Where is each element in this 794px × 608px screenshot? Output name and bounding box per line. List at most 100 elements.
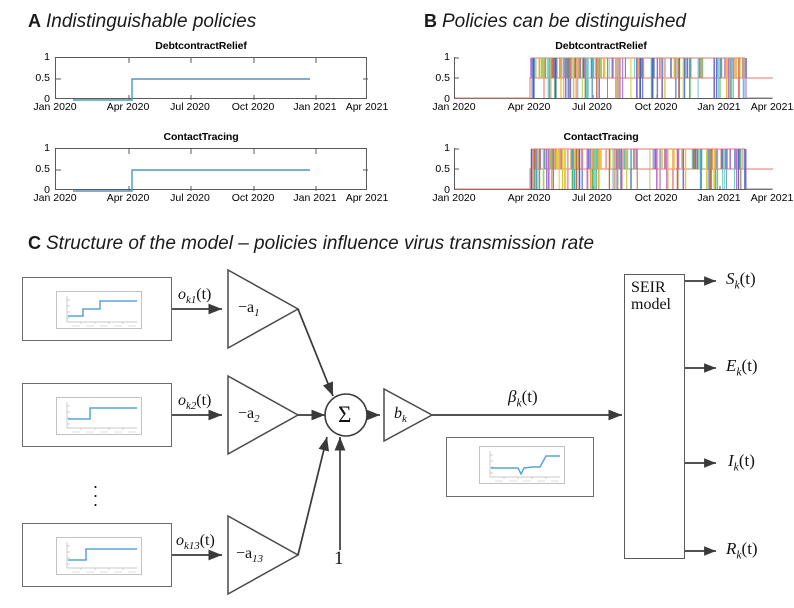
panel-caption-b: B Policies can be distinguished <box>424 10 686 33</box>
signal-label-ok1: ok1(t) <box>178 286 212 307</box>
y-tick-label: 0.5 <box>435 72 450 84</box>
panel-caption-a: A Indistinguishable policies <box>28 10 256 33</box>
trace <box>455 168 773 190</box>
policy-input-box-1 <box>22 277 172 341</box>
output-label-rk: Rk(t) <box>726 539 758 562</box>
x-tick-label: Jan 2021 <box>697 192 741 204</box>
series-line <box>73 78 310 101</box>
x-tick-label: Jan 2021 <box>293 101 337 113</box>
thumb-series <box>68 407 137 420</box>
bias-label: 1 <box>334 548 344 569</box>
y-tick-label: 1 <box>44 142 50 154</box>
y-tick-label: 0 <box>444 93 450 105</box>
chart-a-debtcontractrelief: DebtcontractRelief 1 0.5 0 Jan 2020 Apr … <box>10 40 388 115</box>
plot-area <box>55 57 368 101</box>
x-ticks <box>128 149 317 191</box>
chart-b-debtcontractrelief: DebtcontractRelief 1 0.5 0 Jan 2020 Apr … <box>406 40 793 115</box>
signal-label-ok2: ok2(t) <box>178 392 212 413</box>
plot-area <box>55 148 368 192</box>
gain-triangle-1 <box>227 268 300 350</box>
policy-thumbnail-13 <box>56 537 142 575</box>
y-tick-label: 0 <box>444 184 450 196</box>
panel-letter-a: A <box>28 11 41 31</box>
chart-title: DebtcontractRelief <box>155 40 247 52</box>
signal-label-ok13: ok13(t) <box>176 532 215 553</box>
thumb-series <box>68 300 137 317</box>
y-tick-label: 1 <box>444 142 450 154</box>
policy-input-box-2 <box>22 383 172 447</box>
x-tick-label: Jul 2020 <box>170 101 210 113</box>
chart-title: ContactTracing <box>563 131 639 143</box>
output-label-sk: Sk(t) <box>726 269 756 292</box>
x-tick-label: Apr 2021 <box>345 101 389 113</box>
y-tick-label: 1 <box>444 51 450 63</box>
x-tick-label: Jan 2021 <box>697 101 741 113</box>
panel-title-c: Structure of the model – policies influe… <box>46 233 595 254</box>
x-tick-label: Jan 2020 <box>33 192 77 204</box>
chart-a-contacttracing: ContactTracing 1 0.5 0 Jan 2020 Apr 2020… <box>10 131 388 206</box>
arrow-gain13-to-sum <box>297 436 330 556</box>
x-tick-label: Jan 2020 <box>432 192 476 204</box>
thumb-series <box>491 455 560 476</box>
y-tick-label: 1 <box>44 51 50 63</box>
y-ticks <box>455 57 459 79</box>
output-label-ek: Ek(t) <box>726 356 758 379</box>
beta-signal-box <box>446 437 594 497</box>
output-label-ik: Ik(t) <box>728 451 755 474</box>
ellipsis-icon: ... <box>93 472 99 510</box>
x-tick-label: Oct 2020 <box>231 192 275 204</box>
x-tick-label: Apr 2020 <box>106 101 150 113</box>
x-tick-label: Jul 2020 <box>572 192 612 204</box>
series-traces <box>455 148 773 190</box>
y-ticks <box>455 148 459 170</box>
chart-b-contacttracing: ContactTracing 1 0.5 0 Jan 2020 Apr 2020… <box>406 131 793 206</box>
summation-symbol: Σ <box>338 402 352 427</box>
x-tick-label: Apr 2020 <box>507 101 551 113</box>
gain-label-a2: −a2 <box>238 405 260 426</box>
plot-area <box>454 57 773 99</box>
panel-letter-b: B <box>424 11 437 31</box>
x-tick-label: Jul 2020 <box>170 192 210 204</box>
panel-caption-c: C Structure of the model – policies influ… <box>28 232 594 255</box>
y-tick-label: 0 <box>44 93 50 105</box>
series-traces <box>455 57 773 99</box>
x-tick-label: Jan 2020 <box>432 101 476 113</box>
chart-title: ContactTracing <box>163 131 239 143</box>
x-ticks <box>128 58 317 100</box>
x-tick-label: Jan 2020 <box>33 101 77 113</box>
x-tick-label: Oct 2020 <box>634 101 678 113</box>
beta-label: βk(t) <box>508 387 538 410</box>
seir-model-label: SEIR model <box>631 279 671 313</box>
x-tick-label: Apr 2020 <box>106 192 150 204</box>
gain-triangle-bk <box>383 387 434 443</box>
policy-thumbnail-1 <box>56 291 142 329</box>
beta-thumbnail <box>479 446 565 484</box>
x-tick-label: Jan 2021 <box>293 192 337 204</box>
y-tick-label: 0.5 <box>435 163 450 175</box>
plot-area <box>454 148 773 190</box>
gain-triangle-2 <box>227 374 300 456</box>
gain-label-a13: −a13 <box>236 545 263 566</box>
policy-thumbnail-2 <box>56 397 142 435</box>
summation-node <box>324 393 368 437</box>
y-tick-label: 0 <box>44 184 50 196</box>
y-tick-label: 0.5 <box>35 72 50 84</box>
x-tick-label: Apr 2021 <box>345 192 389 204</box>
panel-letter-c: C <box>28 233 41 253</box>
gain-triangle-13 <box>227 514 300 596</box>
chart-title: DebtcontractRelief <box>555 40 647 52</box>
seir-model-block: SEIR model <box>624 274 685 559</box>
panel-title-b: Policies can be distinguished <box>442 11 686 32</box>
x-tick-label: Jul 2020 <box>572 101 612 113</box>
gain-label-a1: −a1 <box>238 299 260 320</box>
x-tick-label: Apr 2021 <box>750 192 794 204</box>
x-tick-label: Apr 2021 <box>750 101 794 113</box>
x-tick-label: Oct 2020 <box>634 192 678 204</box>
panel-title-a: Indistinguishable policies <box>46 11 257 32</box>
x-tick-label: Apr 2020 <box>507 192 551 204</box>
gain-label-bk: bk <box>394 405 407 426</box>
policy-input-box-13 <box>22 523 172 587</box>
series-line <box>73 169 310 192</box>
x-tick-label: Oct 2020 <box>231 101 275 113</box>
